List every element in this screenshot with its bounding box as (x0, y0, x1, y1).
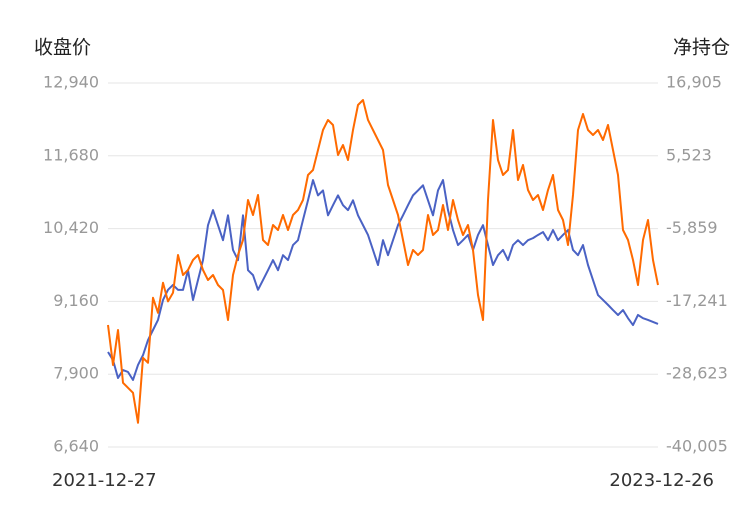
y-tick-label: 6,640 (53, 437, 99, 456)
y-tick-label: 12,940 (43, 73, 99, 92)
line-series (107, 99, 659, 424)
y2-tick-label: -40,005 (666, 437, 728, 456)
x-tick-label: 2021-12-27 (52, 470, 157, 491)
y2-axis-title: 净持仓 (673, 37, 730, 59)
y-axis-title: 收盘价 (34, 37, 91, 59)
x-tick-label: 2023-12-26 (609, 470, 714, 491)
y2-tick-label: 5,523 (666, 145, 712, 164)
y-tick-label: 10,420 (43, 218, 99, 237)
y2-tick-label: 16,905 (666, 73, 722, 92)
y-tick-label: 9,160 (53, 291, 99, 310)
y2-tick-label: -5,859 (666, 218, 718, 237)
line-series (107, 179, 659, 381)
y-tick-label: 11,680 (43, 145, 99, 164)
y2-tick-label: -28,623 (666, 364, 728, 383)
y-tick-label: 7,900 (53, 364, 99, 383)
y2-tick-label: -17,241 (666, 291, 728, 310)
